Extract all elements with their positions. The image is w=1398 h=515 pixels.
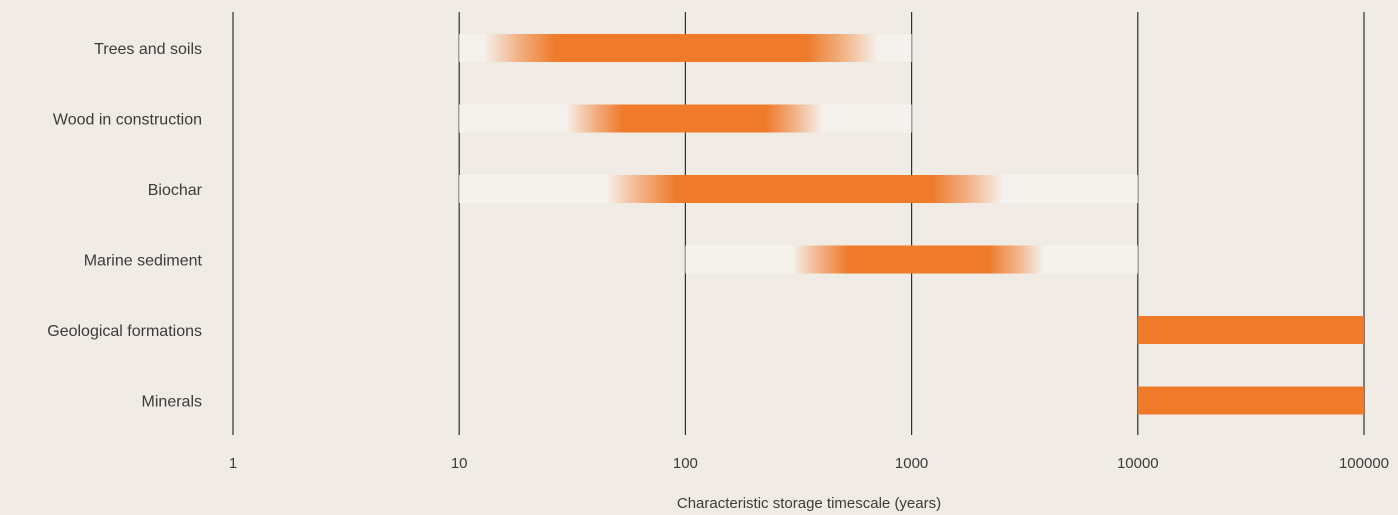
bars — [459, 34, 1364, 415]
range-bar — [793, 245, 1043, 274]
tick-labels: 1 10 100 1000 10000 100000 — [229, 455, 1389, 472]
category-label: Trees and soils — [94, 41, 202, 58]
range-bar — [484, 34, 877, 62]
category-label: Geological formations — [47, 323, 202, 340]
category-label: Minerals — [142, 394, 202, 411]
category-label: Wood in construction — [53, 112, 202, 129]
x-tick-label: 100 — [673, 455, 698, 472]
range-bar — [1137, 316, 1364, 344]
x-tick-label: 1000 — [895, 455, 928, 472]
category-label: Biochar — [148, 182, 203, 199]
range-bar — [1137, 386, 1364, 415]
x-tick-label: 10000 — [1117, 455, 1159, 472]
range-bar — [606, 175, 1002, 203]
x-axis-title: Characteristic storage timescale (years) — [677, 495, 941, 512]
x-tick-label: 1 — [229, 455, 237, 472]
x-tick-label: 10 — [451, 455, 468, 472]
gridlines — [232, 12, 1365, 435]
range-bar — [567, 104, 822, 133]
category-labels: Trees and soils Wood in construction Bioch… — [47, 41, 202, 411]
x-tick-label: 100000 — [1339, 455, 1389, 472]
category-label: Marine sediment — [84, 253, 203, 270]
